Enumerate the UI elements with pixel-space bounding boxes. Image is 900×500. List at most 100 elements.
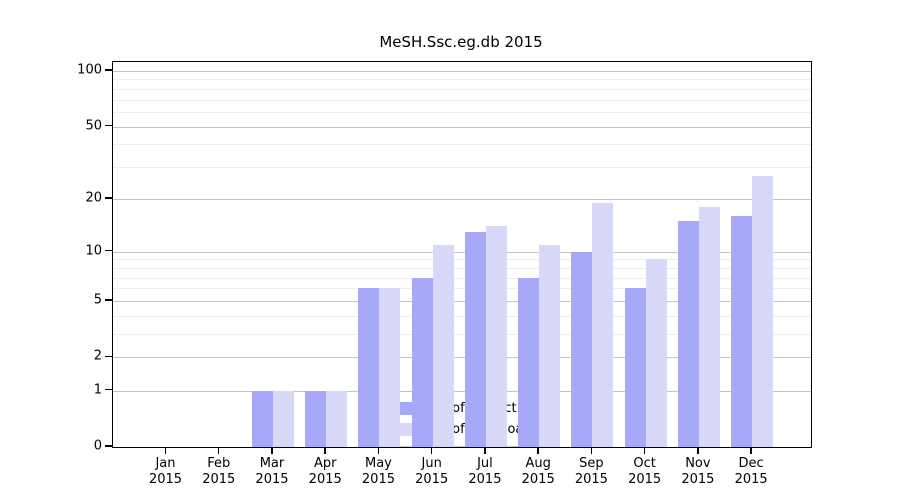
minor-gridline [113, 334, 811, 336]
x-tick-mark [324, 447, 326, 454]
x-tick-year: 2015 [202, 472, 236, 487]
major-gridline [113, 70, 811, 72]
major-gridline [113, 198, 811, 200]
minor-gridline [113, 259, 811, 261]
bar-downloads-jul [485, 226, 507, 447]
x-tick-label-dec: Dec 2015 [721, 456, 781, 488]
legend-entry: Nb of distinct IPs [387, 398, 539, 419]
x-tick-month: May [365, 456, 392, 471]
minor-gridline [113, 99, 811, 101]
bar-downloads-jun [432, 244, 454, 447]
y-tick-mark [105, 197, 112, 199]
bar-downloads-oct [645, 259, 667, 447]
bar-downloads-sep [592, 202, 614, 447]
minor-gridline [113, 315, 811, 317]
x-tick-mark [590, 447, 593, 454]
y-tick-label: 10 [85, 243, 102, 259]
x-tick-label-jun: Jun 2015 [402, 456, 462, 488]
x-tick-year: 2015 [415, 472, 449, 487]
y-tick-label: 2 [93, 348, 102, 364]
plot-area: Nb of distinct IPsNb of downloads [112, 61, 812, 448]
y-tick-mark [105, 249, 112, 252]
chart-title: MeSH.Ssc.eg.db 2015 [379, 33, 543, 51]
bar-distinct-ips-oct [624, 288, 646, 447]
x-tick-label-apr: Apr 2015 [295, 456, 355, 488]
x-tick-year: 2015 [255, 472, 289, 487]
bar-distinct-ips-mar [251, 390, 273, 447]
legend-entry: Nb of downloads [387, 419, 539, 440]
x-tick-month: Jun [421, 456, 442, 471]
x-tick-label-mar: Mar 2015 [242, 456, 302, 488]
bar-distinct-ips-nov [677, 221, 699, 447]
major-gridline [113, 357, 811, 359]
bar-downloads-mar [272, 390, 294, 447]
x-tick-mark [430, 447, 433, 454]
minor-gridline [113, 277, 811, 279]
y-tick-label: 5 [93, 292, 102, 308]
x-tick-mark [697, 447, 699, 454]
y-tick-label: 100 [77, 62, 102, 78]
x-tick-label-jul: Jul 2015 [455, 456, 515, 488]
x-tick-mark [750, 447, 752, 454]
major-gridline [113, 390, 811, 392]
y-tick-mark [105, 388, 112, 391]
x-tick-year: 2015 [308, 472, 342, 487]
x-tick-year: 2015 [628, 472, 662, 487]
x-tick-mark [164, 447, 167, 454]
y-tick-mark [105, 355, 112, 358]
x-tick-mark [537, 447, 539, 454]
x-tick-month: Jan [155, 456, 176, 471]
minor-gridline [113, 288, 811, 290]
x-tick-label-may: May 2015 [348, 456, 408, 488]
y-tick-mark [105, 124, 112, 127]
minor-gridline [113, 167, 811, 169]
bar-distinct-ips-apr [305, 390, 327, 447]
y-tick-label: 0 [93, 438, 102, 454]
minor-gridline [113, 88, 811, 90]
bar-distinct-ips-aug [518, 277, 540, 447]
bar-distinct-ips-sep [571, 251, 593, 447]
x-tick-mark [484, 447, 486, 454]
x-tick-year: 2015 [521, 472, 555, 487]
bar-downloads-nov [698, 207, 720, 447]
x-tick-year: 2015 [361, 472, 395, 487]
x-tick-month: Aug [525, 456, 551, 471]
y-tick-mark [105, 69, 112, 71]
x-tick-month: Apr [313, 456, 337, 471]
x-tick-label-jan: Jan 2015 [136, 456, 196, 488]
bar-distinct-ips-jun [411, 277, 433, 447]
x-tick-year: 2015 [468, 472, 502, 487]
x-tick-year: 2015 [148, 472, 183, 487]
major-gridline [113, 301, 811, 303]
x-tick-year: 2015 [574, 472, 608, 487]
x-tick-label-nov: Nov 2015 [668, 456, 728, 488]
x-tick-mark [377, 447, 380, 454]
x-tick-month: Sep [579, 456, 604, 471]
x-tick-year: 2015 [681, 472, 715, 487]
x-tick-mark [271, 447, 273, 454]
x-tick-month: Jul [477, 456, 493, 471]
x-tick-year: 2015 [734, 472, 768, 487]
x-tick-mark [217, 447, 220, 454]
y-tick-label: 50 [85, 118, 102, 134]
x-tick-label-feb: Feb 2015 [189, 456, 249, 488]
x-tick-month: Oct [633, 456, 656, 471]
bar-distinct-ips-may [358, 288, 380, 447]
minor-gridline [113, 267, 811, 269]
bar-distinct-ips-jul [464, 232, 486, 447]
y-tick-mark [105, 299, 112, 301]
major-gridline [113, 126, 811, 128]
x-tick-mark [643, 447, 646, 454]
x-tick-month: Nov [685, 456, 711, 471]
minor-gridline [113, 79, 811, 81]
bar-downloads-dec [752, 175, 774, 447]
x-tick-label-oct: Oct 2015 [615, 456, 675, 488]
major-gridline [113, 251, 811, 253]
x-tick-month: Mar [259, 456, 285, 471]
x-tick-label-aug: Aug 2015 [508, 456, 568, 488]
x-tick-month: Dec [738, 456, 764, 471]
bar-distinct-ips-dec [731, 216, 753, 447]
minor-gridline [113, 112, 811, 114]
x-tick-label-sep: Sep 2015 [561, 456, 621, 488]
